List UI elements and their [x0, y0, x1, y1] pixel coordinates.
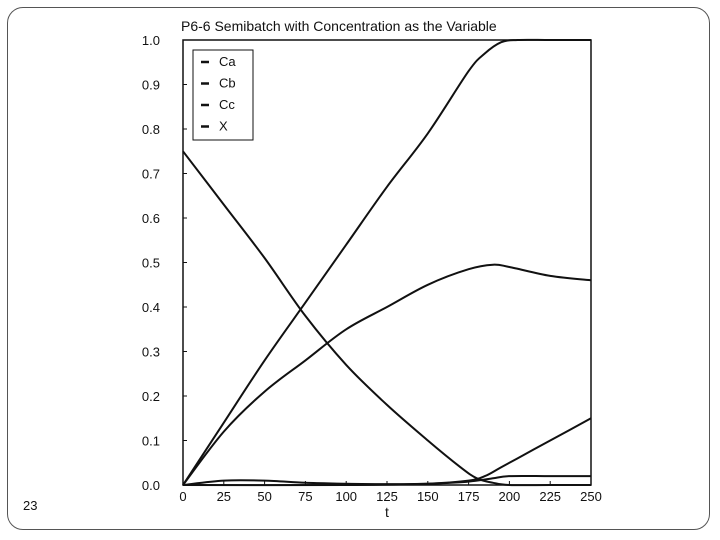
x-axis-title: t — [385, 504, 389, 520]
slide-frame — [7, 7, 710, 530]
legend-box — [192, 49, 254, 141]
series-layer — [182, 38, 592, 487]
y-tick-label: 0.1 — [142, 434, 160, 449]
x-tick-label: 75 — [298, 489, 312, 504]
x-tick-label: 100 — [335, 489, 357, 504]
legend-label-cc: Cc — [219, 97, 235, 112]
y-tick-label: 0.3 — [142, 345, 160, 360]
y-tick-label: 0.5 — [142, 256, 160, 271]
legend-label-cb: Cb — [219, 76, 236, 91]
legend-label-x: X — [219, 119, 228, 134]
x-tick-label: 125 — [376, 489, 398, 504]
x-tick-label: 200 — [499, 489, 521, 504]
series-line-x — [182, 38, 591, 486]
x-tick-label: 175 — [458, 489, 480, 504]
y-tick-label: 0.7 — [142, 167, 160, 182]
x-tick-label: 0 — [179, 489, 186, 504]
y-tick-label: 0.8 — [142, 122, 160, 137]
y-tick-label: 0.0 — [142, 478, 160, 493]
x-tick-label: 225 — [539, 489, 561, 504]
x-tick-label: 150 — [417, 489, 439, 504]
series-line-unlabeled — [182, 417, 592, 487]
slide-number: 23 — [23, 498, 38, 513]
y-tick-label: 1.0 — [142, 33, 160, 48]
legend: Ca Cb Cc X — [192, 49, 254, 141]
x-tick-label: 50 — [257, 489, 271, 504]
series-line-cc — [182, 263, 592, 486]
series-line-ca — [182, 150, 591, 487]
y-tick-label: 0.2 — [142, 389, 160, 404]
x-tick-label: 250 — [580, 489, 602, 504]
y-tick-label: 0.9 — [142, 78, 160, 93]
axes: 0 25 50 75 100 125 150 175 200 225 250 0.0 0.1 0.2 0.3… — [142, 33, 602, 504]
y-tick-label: 0.4 — [142, 300, 160, 315]
legend-label-ca: Ca — [219, 54, 236, 69]
y-tick-label: 0.6 — [142, 211, 160, 226]
x-tick-label: 25 — [217, 489, 231, 504]
chart-title: P6-6 Semibatch with Concentration as the… — [181, 18, 497, 34]
